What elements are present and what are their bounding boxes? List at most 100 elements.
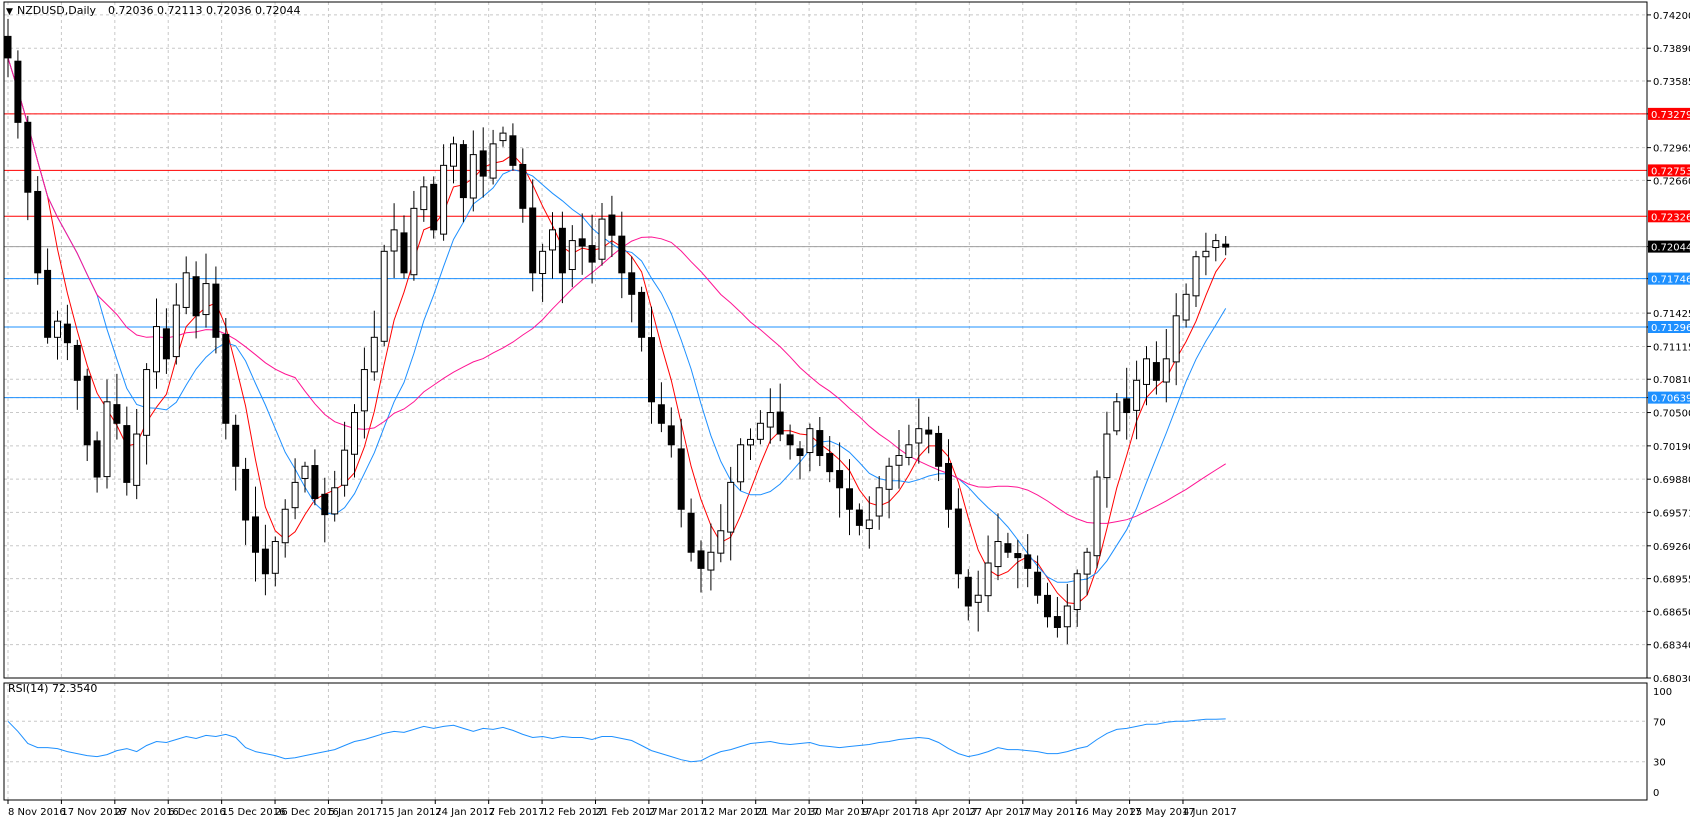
- bullish-candle: [1113, 401, 1121, 432]
- resistance-level-label: 0.73279: [1651, 110, 1690, 121]
- bullish-candle: [370, 336, 378, 373]
- bearish-candle: [608, 214, 616, 236]
- bullish-candle: [450, 143, 457, 167]
- bullish-candle: [1103, 433, 1111, 479]
- x-tick-label: 25 May 2017: [1130, 807, 1195, 818]
- bullish-candle: [133, 433, 141, 486]
- rsi-tick-label: 0: [1653, 788, 1659, 799]
- bullish-candle: [331, 487, 339, 515]
- bearish-candle: [529, 207, 537, 274]
- bullish-candle: [469, 154, 477, 199]
- x-tick-label: 16 May 2017: [1076, 807, 1141, 818]
- x-tick-label: 21 Mar 2017: [756, 807, 819, 818]
- rsi-panel-frame: [3, 682, 1648, 801]
- bearish-candle: [1004, 543, 1012, 553]
- x-tick-label: 24 Jan 2017: [435, 807, 495, 818]
- bearish-candle: [776, 411, 784, 435]
- bullish-candle: [390, 229, 398, 252]
- rsi-tick-label: 70: [1653, 717, 1666, 728]
- bearish-candle: [558, 227, 566, 274]
- x-tick-label: 15 Jan 2017: [382, 807, 442, 818]
- y-tick-label: 0.72965: [1653, 144, 1690, 155]
- bullish-candle: [1073, 573, 1081, 610]
- header-triangle-icon: ▼: [6, 7, 13, 17]
- x-tick-label: 21 Feb 2017: [595, 807, 657, 818]
- bearish-candle: [519, 163, 527, 209]
- x-tick-label: 2 Mar 2017: [649, 807, 706, 818]
- bullish-candle: [717, 530, 725, 554]
- x-tick-label: 15 Dec 2016: [222, 807, 286, 818]
- rsi-tick-label: 30: [1653, 758, 1666, 769]
- bearish-candle: [935, 432, 943, 467]
- x-tick-label: 12 Feb 2017: [542, 807, 604, 818]
- y-tick-label: 0.71425: [1653, 309, 1690, 320]
- x-tick-label: 30 Mar 2017: [809, 807, 872, 818]
- bearish-candle: [1053, 616, 1061, 628]
- bearish-candle: [954, 508, 962, 575]
- bullish-candle: [54, 320, 61, 338]
- bullish-candle: [895, 455, 903, 466]
- resistance-level-label-box: [1648, 164, 1690, 177]
- bullish-candle: [1202, 250, 1210, 258]
- bearish-candle: [4, 35, 12, 59]
- bullish-candle: [341, 449, 349, 486]
- bearish-candle: [588, 245, 596, 263]
- bearish-candle: [964, 576, 972, 607]
- bearish-candle: [83, 375, 91, 446]
- bearish-candle: [113, 404, 121, 424]
- y-tick-label: 0.73585: [1653, 77, 1690, 88]
- resistance-level-label-box: [1648, 107, 1690, 120]
- bullish-candle: [271, 541, 279, 574]
- bullish-candle: [410, 207, 418, 276]
- bullish-candle: [153, 326, 160, 373]
- bullish-candle: [202, 283, 210, 316]
- bearish-candle: [945, 462, 952, 510]
- bullish-candle: [1192, 256, 1200, 297]
- bearish-candle: [261, 548, 269, 575]
- candles: [4, 18, 1230, 645]
- bearish-candle: [1044, 594, 1051, 618]
- x-tick-label: 26 Dec 2016: [275, 807, 339, 818]
- bearish-candle: [430, 183, 438, 231]
- x-tick-label: 7 May 2017: [1023, 807, 1082, 818]
- bearish-candle: [677, 448, 685, 510]
- current-price-label: 0.72044: [1651, 243, 1690, 254]
- bearish-candle: [232, 424, 240, 467]
- bearish-candle: [222, 333, 230, 424]
- bullish-candle: [994, 541, 1002, 568]
- bullish-candle: [865, 519, 873, 530]
- symbol-label: NZDUSD,Daily: [17, 4, 97, 17]
- bearish-candle: [479, 150, 487, 177]
- support-level-label: 0.71746: [1651, 275, 1690, 286]
- bearish-candle: [657, 404, 665, 424]
- bullish-candle: [974, 594, 982, 603]
- rsi-line: [7, 718, 1226, 763]
- bullish-candle: [756, 422, 764, 440]
- resistance-level-label: 0.72753: [1651, 166, 1690, 177]
- bullish-candle: [1083, 551, 1091, 575]
- bullish-candle: [172, 304, 180, 358]
- x-tick-label: 8 Nov 2016: [8, 807, 66, 818]
- support-level-label-box: [1648, 391, 1690, 404]
- current-price-box: [1648, 240, 1690, 253]
- bullish-candle: [766, 412, 774, 428]
- bearish-candle: [846, 488, 853, 510]
- bullish-candle: [143, 369, 151, 436]
- bullish-candle: [1093, 476, 1101, 557]
- bearish-candle: [786, 434, 794, 446]
- bullish-candle: [281, 508, 289, 544]
- bullish-candle: [182, 272, 190, 308]
- bearish-candle: [638, 291, 646, 338]
- bearish-candle: [697, 550, 705, 569]
- bearish-candle: [459, 144, 467, 199]
- bullish-candle: [489, 143, 497, 179]
- bearish-candle: [400, 232, 408, 274]
- rsi-tick-label: 100: [1653, 687, 1672, 698]
- bearish-candle: [687, 512, 695, 553]
- bullish-candle: [737, 444, 745, 483]
